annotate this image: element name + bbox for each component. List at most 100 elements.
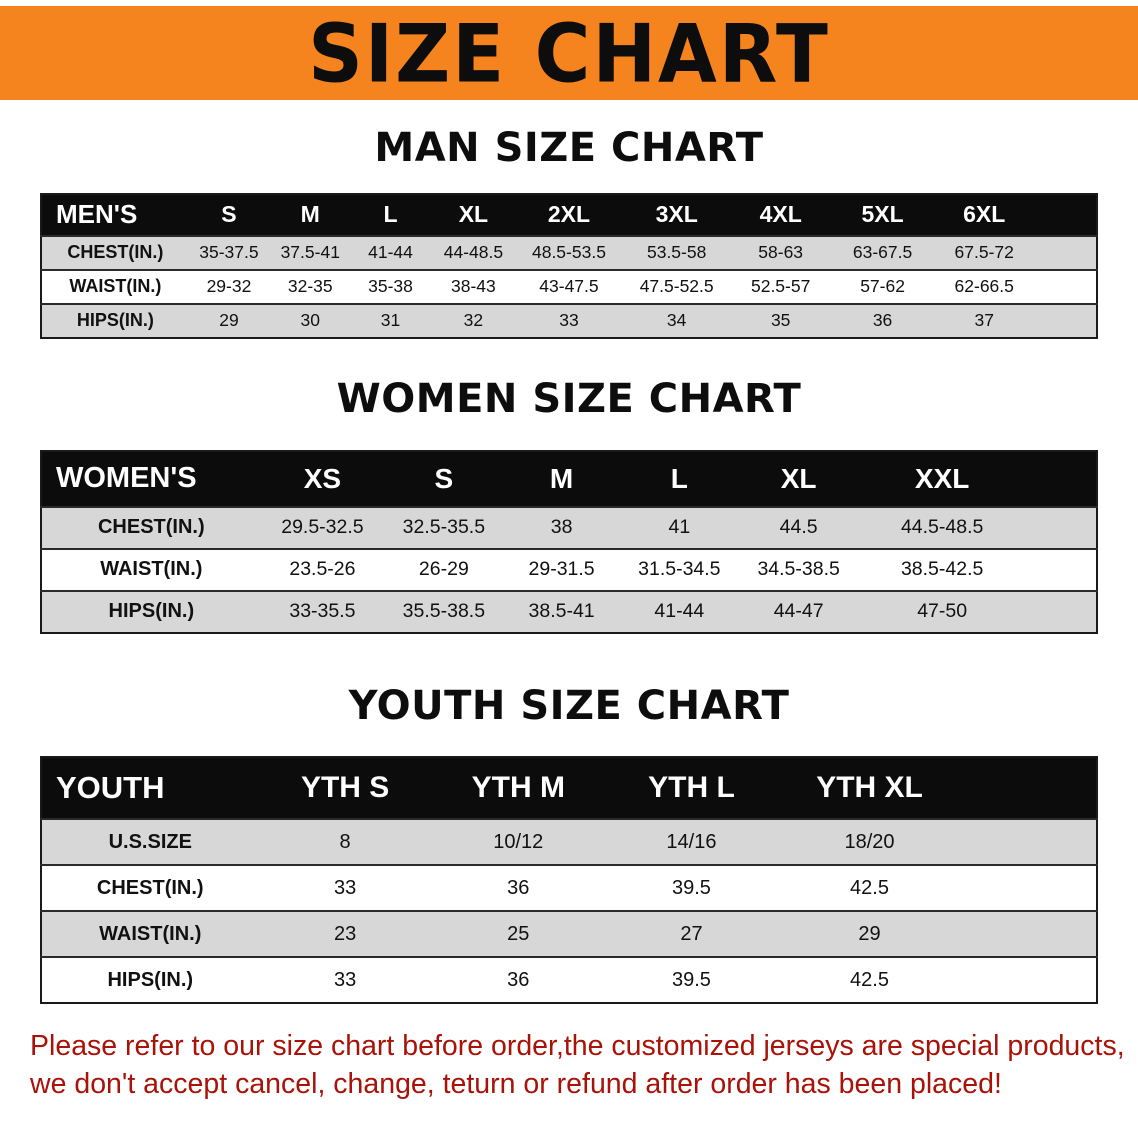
size-value-cell: 42.5 bbox=[850, 876, 889, 899]
size-value-cell: 25 bbox=[507, 922, 530, 945]
size-value-cell: 23.5-26 bbox=[289, 558, 356, 581]
size-column-header: 2XL bbox=[517, 193, 621, 236]
size-value-cell: 31.5-34.5 bbox=[638, 558, 721, 581]
size-value-cell: 26-29 bbox=[418, 558, 469, 581]
row-label: WAIST(IN.) bbox=[100, 558, 203, 581]
size-value-cell: 39.5 bbox=[671, 968, 711, 991]
order-notice-line-1: Please refer to our size chart before or… bbox=[30, 1030, 1125, 1063]
size-value-cell: 23 bbox=[333, 922, 357, 945]
size-value-cell: 29-31.5 bbox=[528, 558, 595, 581]
size-value-cell: 63-67.5 bbox=[852, 242, 913, 263]
size-value-cell: 33 bbox=[333, 876, 357, 899]
size-value-cell: 10/12 bbox=[493, 830, 544, 853]
youth-table-corner-label: YOUTH bbox=[41, 757, 259, 820]
women-section-heading: WOMEN SIZE CHART bbox=[336, 375, 802, 422]
order-notice: Please refer to our size chart before or… bbox=[30, 1028, 1125, 1103]
size-value-cell: 48.5-53.5 bbox=[531, 242, 606, 263]
size-value-cell: 8 bbox=[339, 830, 351, 853]
size-value-cell: 36 bbox=[507, 876, 530, 899]
size-value-cell: 35-37.5 bbox=[199, 242, 259, 263]
size-value-cell: 38 bbox=[550, 516, 573, 539]
size-value-cell: 52.5-57 bbox=[750, 276, 811, 297]
size-value-cell: 32 bbox=[463, 310, 484, 331]
size-value-cell: 47-50 bbox=[917, 600, 968, 623]
size-value-cell: 41-44 bbox=[654, 600, 705, 623]
women-size-table: WOMEN'S XS S M L XL XXL CHEST(IN.) 29.5-32.5 32.5… bbox=[40, 449, 1098, 634]
size-column-header: XL bbox=[429, 193, 518, 236]
measurement-row: CHEST(IN.) 29.5-32.5 32.5-35.5 38 41 44.5 44.5… bbox=[41, 506, 1097, 549]
size-value-cell: 29.5-32.5 bbox=[281, 516, 364, 539]
size-value-cell: 36 bbox=[507, 968, 530, 991]
table-header-row: WOMEN'S XS S M L XL XXL bbox=[41, 450, 1097, 507]
size-value-cell: 34 bbox=[666, 310, 687, 331]
women-table-corner-label: WOMEN'S bbox=[41, 450, 261, 507]
size-value-cell: 53.5-58 bbox=[646, 242, 707, 263]
measurement-row: WAIST(IN.) 29-32 32-35 35-38 38-43 43-47.5 47.… bbox=[41, 269, 1097, 304]
size-value-cell: 44.5 bbox=[779, 516, 818, 539]
size-value-cell: 14/16 bbox=[666, 830, 717, 853]
size-column-header: S bbox=[384, 450, 504, 507]
measurement-row: U.S.SIZE 8 10/12 14/16 18/20 bbox=[41, 819, 1097, 866]
size-value-cell: 35-38 bbox=[368, 276, 413, 297]
row-label: HIPS(IN.) bbox=[76, 310, 154, 331]
measurement-row: WAIST(IN.) 23 25 27 29 bbox=[41, 911, 1097, 958]
size-value-cell: 27 bbox=[680, 922, 703, 945]
size-value-cell: 32.5-35.5 bbox=[402, 516, 486, 539]
size-value-cell: 41 bbox=[668, 516, 691, 539]
measurement-row: CHEST(IN.) 35-37.5 37.5-41 41-44 44-48.5 48.5… bbox=[41, 235, 1097, 270]
size-value-cell: 39.5 bbox=[671, 876, 711, 899]
size-chart-banner: SIZE CHART bbox=[0, 6, 1138, 100]
row-label: CHEST(IN.) bbox=[96, 876, 204, 899]
size-value-cell: 44.5-48.5 bbox=[900, 516, 984, 539]
measurement-row: HIPS(IN.) 33 36 39.5 42.5 bbox=[41, 957, 1097, 1004]
size-value-cell: 44-48.5 bbox=[443, 242, 504, 263]
size-value-cell: 34.5-38.5 bbox=[757, 558, 840, 581]
order-notice-line-2: we don't accept cancel, change, teturn o… bbox=[30, 1068, 1002, 1100]
size-column-header: M bbox=[503, 450, 620, 507]
youth-section-heading: YOUTH SIZE CHART bbox=[348, 682, 790, 729]
size-value-cell: 38-43 bbox=[451, 276, 496, 297]
measurement-row: HIPS(IN.) 29 30 31 32 33 34 35 36 37 bbox=[41, 303, 1097, 338]
size-column-header: 5XL bbox=[828, 193, 937, 236]
size-column-header: L bbox=[351, 193, 430, 236]
size-value-cell: 18/20 bbox=[844, 830, 895, 853]
size-value-cell: 33 bbox=[559, 310, 579, 331]
size-value-cell: 41-44 bbox=[368, 242, 413, 263]
row-label: WAIST(IN.) bbox=[99, 922, 202, 945]
row-label: HIPS(IN.) bbox=[107, 968, 194, 991]
size-value-cell: 32-35 bbox=[287, 276, 333, 297]
size-column-header: XS bbox=[260, 450, 385, 507]
size-value-cell: 35.5-38.5 bbox=[402, 600, 486, 623]
row-label: U.S.SIZE bbox=[108, 830, 192, 853]
size-value-cell: 62-66.5 bbox=[954, 276, 1014, 297]
size-value-cell: 67.5-72 bbox=[954, 242, 1014, 263]
women-size-section: WOMEN SIZE CHART WOMEN'S XS S M L XL XXL CHEST(… bbox=[0, 375, 1138, 634]
size-value-cell: 37.5-41 bbox=[280, 242, 340, 263]
size-column-header: 3XL bbox=[620, 193, 733, 236]
size-column-header: L bbox=[619, 450, 739, 507]
row-label: CHEST(IN.) bbox=[67, 242, 164, 263]
men-table-corner-label: MEN'S bbox=[41, 193, 189, 236]
size-column-header: YTH XL bbox=[778, 757, 1097, 820]
men-size-table: MEN'S S M L XL 2XL 3XL 4XL 5XL 6XL CHEST(IN.) 35-37… bbox=[40, 192, 1098, 339]
size-value-cell: 38.5-41 bbox=[528, 600, 595, 623]
men-section-heading: MAN SIZE CHART bbox=[374, 125, 764, 171]
size-value-cell: 57-62 bbox=[860, 276, 905, 297]
size-value-cell: 30 bbox=[300, 310, 320, 331]
table-header-row: YOUTH YTH S YTH M YTH L YTH XL bbox=[41, 757, 1097, 820]
row-label: CHEST(IN.) bbox=[97, 516, 205, 539]
measurement-row: HIPS(IN.) 33-35.5 35.5-38.5 38.5-41 41-44 44-… bbox=[41, 590, 1097, 633]
table-header-row: MEN'S S M L XL 2XL 3XL 4XL 5XL 6XL bbox=[41, 193, 1097, 236]
size-value-cell: 29 bbox=[219, 310, 239, 331]
size-value-cell: 36 bbox=[872, 310, 893, 331]
size-value-cell: 33-35.5 bbox=[289, 600, 356, 623]
size-column-header: YTH S bbox=[258, 757, 432, 820]
banner-title: SIZE CHART bbox=[308, 5, 830, 101]
size-value-cell: 33 bbox=[333, 968, 357, 991]
size-column-header: M bbox=[269, 193, 352, 236]
row-label: WAIST(IN.) bbox=[69, 276, 162, 297]
size-value-cell: 42.5 bbox=[850, 968, 889, 991]
size-value-cell: 31 bbox=[380, 310, 401, 331]
youth-size-section: YOUTH SIZE CHART YOUTH YTH S YTH M YTH L YTH… bbox=[0, 682, 1138, 1005]
size-value-cell: 38.5-42.5 bbox=[900, 558, 984, 581]
